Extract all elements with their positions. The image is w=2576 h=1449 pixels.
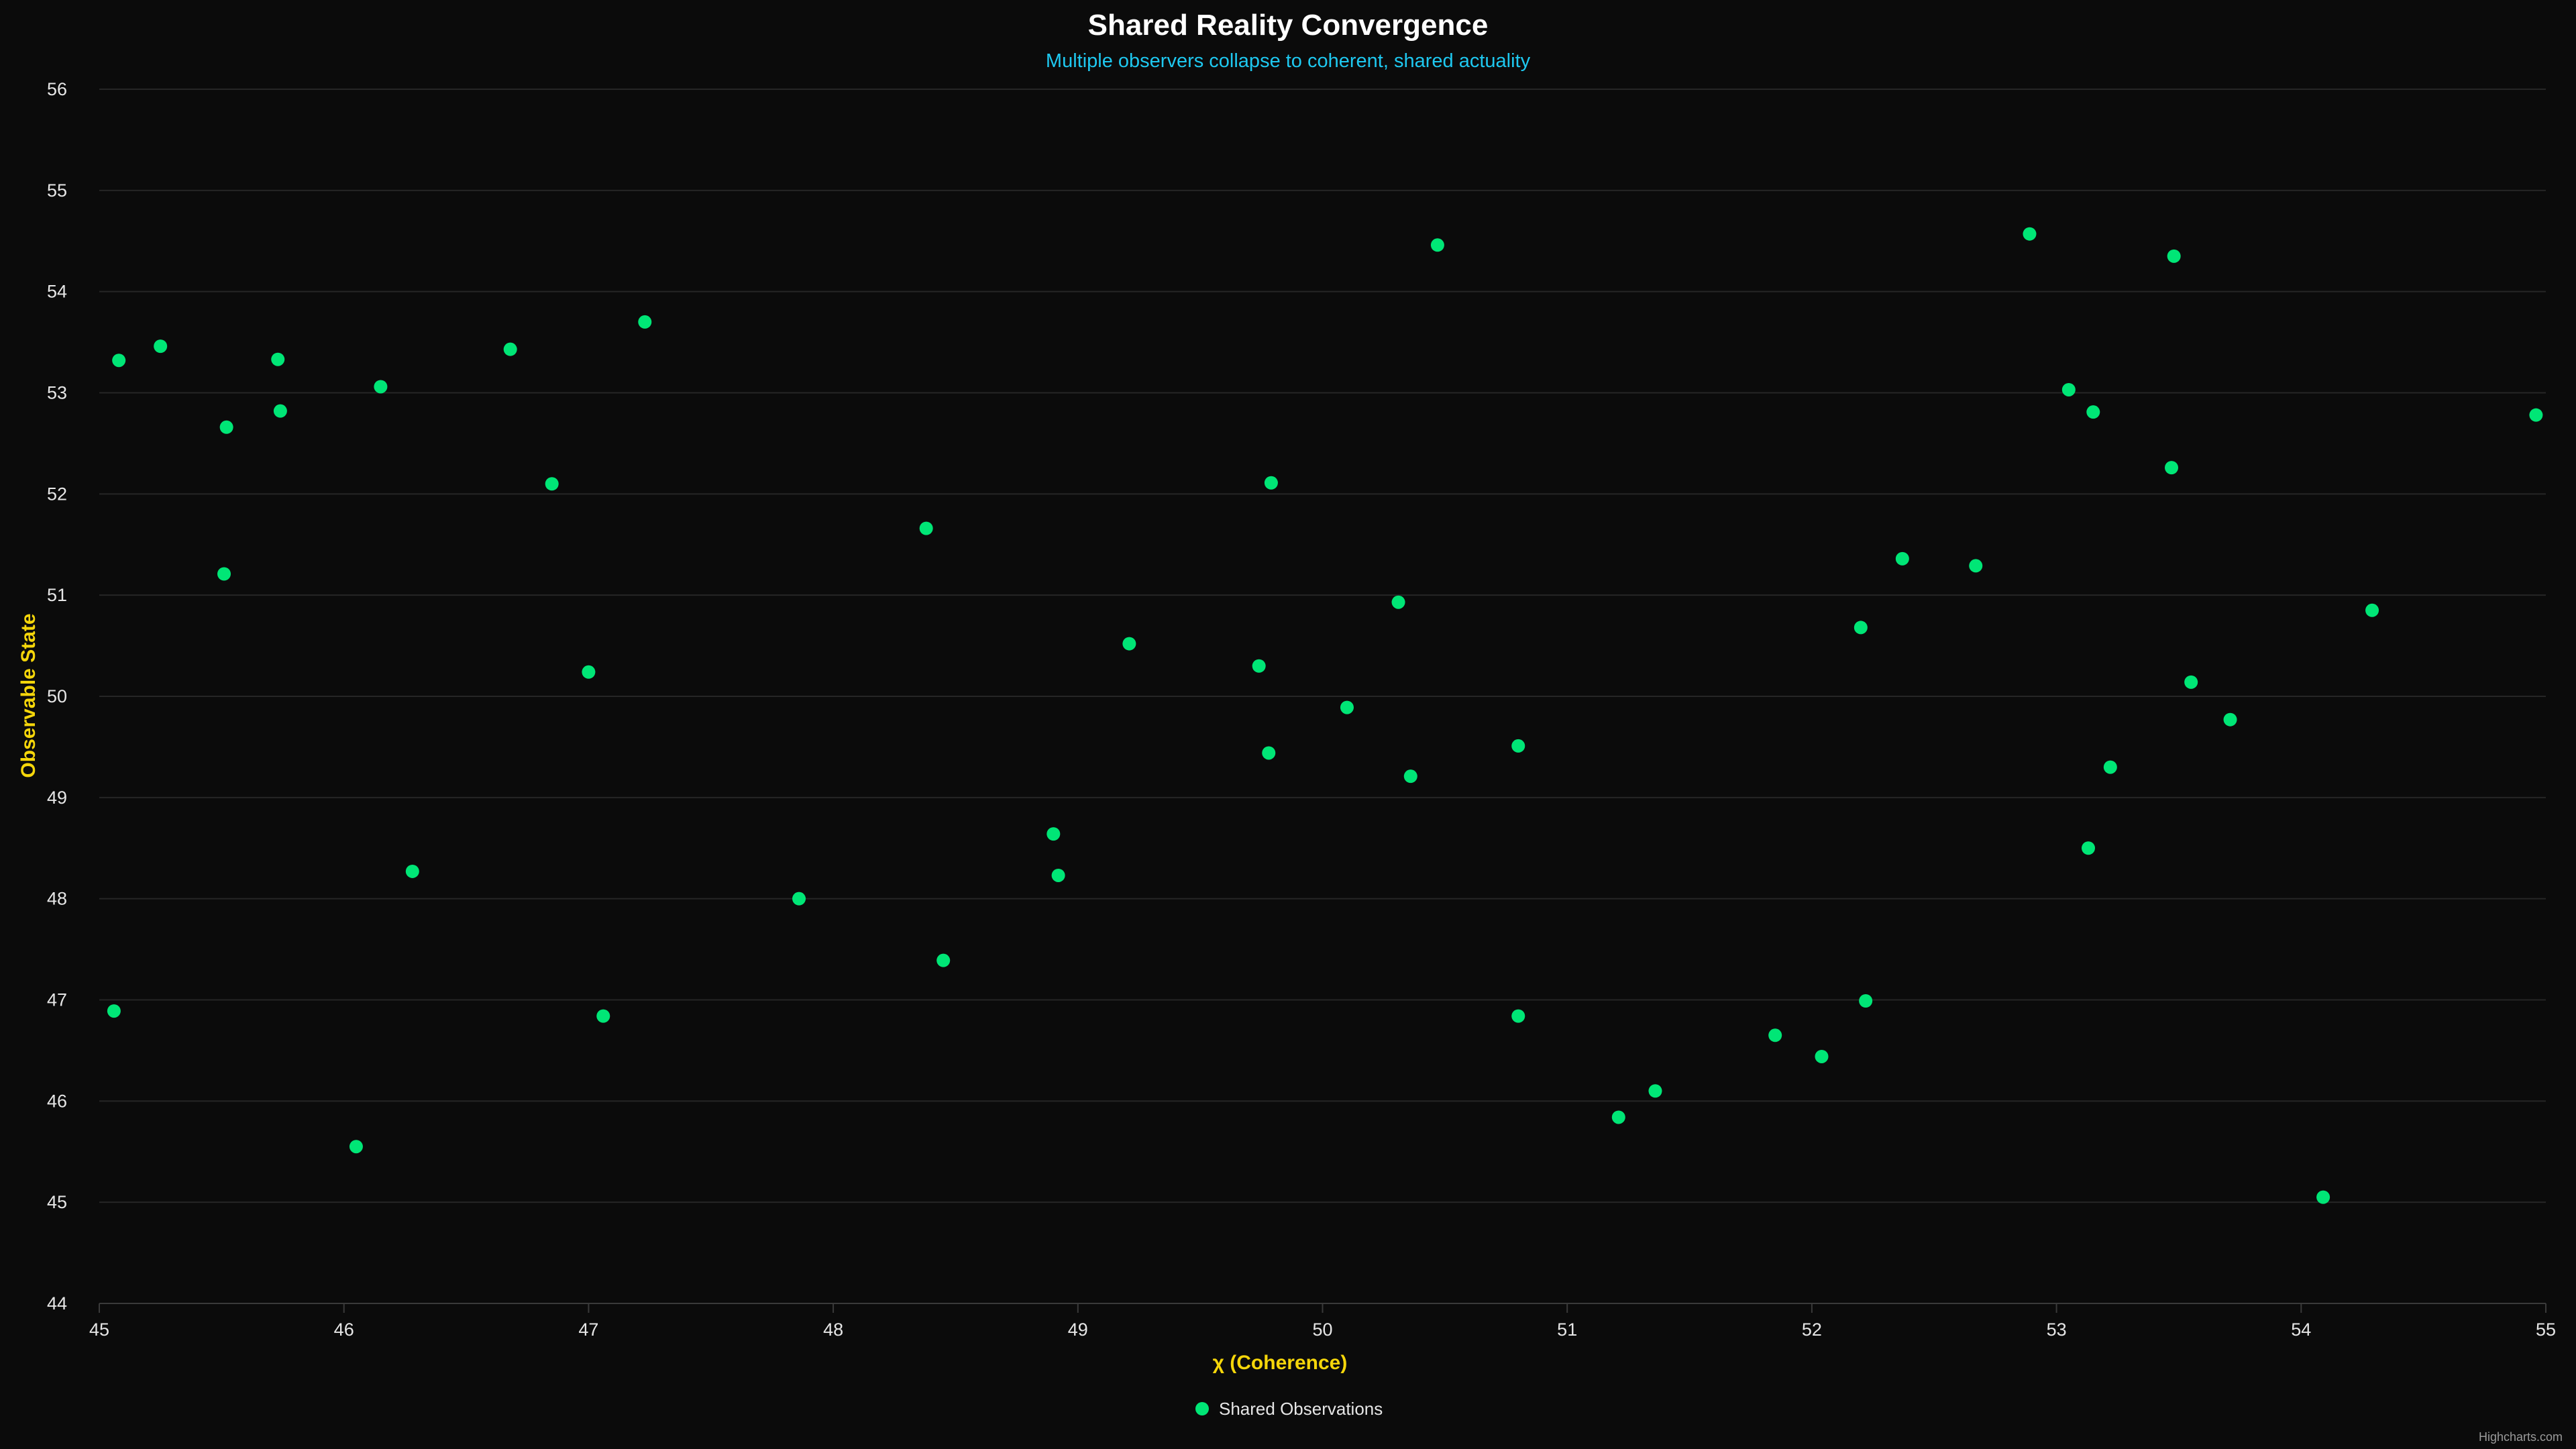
scatter-point[interactable] [2184,675,2198,689]
y-tick-label: 48 [47,889,67,909]
y-tick-label: 46 [47,1091,67,1111]
scatter-point[interactable] [792,892,806,906]
scatter-point[interactable] [582,665,596,679]
scatter-point[interactable] [1391,595,1405,609]
scatter-point[interactable] [596,1009,610,1023]
y-axis-title: Observable State [17,613,40,777]
scatter-point[interactable] [1511,739,1525,753]
scatter-point[interactable] [2023,227,2037,241]
y-tick-label: 47 [47,990,67,1010]
y-tick-label: 44 [47,1293,67,1313]
scatter-point[interactable] [112,354,126,368]
scatter-point[interactable] [1611,1110,1625,1124]
scatter-point[interactable] [154,339,168,354]
scatter-point[interactable] [1122,637,1136,651]
scatter-point[interactable] [2316,1190,2330,1204]
y-tick-label: 51 [47,585,67,605]
x-tick-label: 49 [1068,1320,1088,1340]
scatter-point[interactable] [1262,746,1276,760]
scatter-point[interactable] [1051,868,1065,882]
scatter-point[interactable] [936,953,951,967]
scatter-point[interactable] [2086,405,2100,419]
scatter-point[interactable] [219,420,233,434]
scatter-point[interactable] [503,342,517,356]
x-tick-label: 55 [2536,1320,2556,1340]
x-tick-label: 52 [1802,1320,1822,1340]
chart-credit[interactable]: Highcharts.com [2479,1430,2563,1444]
scatter-point[interactable] [638,315,652,329]
y-tick-label: 54 [47,282,67,302]
y-tick-label: 45 [47,1192,67,1212]
grid-lines [99,89,2546,1203]
scatter-point[interactable] [2165,461,2179,475]
scatter-point[interactable] [2223,712,2237,727]
x-tick-label: 46 [334,1320,354,1340]
y-tick-label: 53 [47,383,67,403]
scatter-point[interactable] [2082,841,2096,855]
x-axis-title: χ (Coherence) [1213,1352,1348,1374]
y-tick-label: 55 [47,180,67,201]
scatter-point[interactable] [349,1140,363,1154]
x-axis-ticks: 45 46 47 48 49 50 51 52 53 54 55 [89,1303,2556,1340]
scatter-point[interactable] [1859,994,1873,1008]
scatter-point[interactable] [1511,1009,1525,1023]
scatter-point[interactable] [1854,621,1868,635]
y-tick-label: 50 [47,686,67,706]
scatter-point[interactable] [107,1004,121,1018]
scatter-point[interactable] [405,864,419,878]
y-tick-label: 56 [47,79,67,99]
scatter-point[interactable] [545,477,559,491]
scatter-point[interactable] [2103,760,2117,774]
scatter-point[interactable] [1648,1084,1662,1098]
x-tick-label: 45 [89,1320,109,1340]
scatter-point[interactable] [273,404,287,418]
y-axis-ticks: 44 45 46 47 48 49 50 51 52 53 54 55 56 [47,79,67,1313]
x-tick-label: 48 [823,1320,843,1340]
scatter-point[interactable] [1264,476,1278,490]
legend-item-label[interactable]: Shared Observations [1219,1399,1383,1419]
x-tick-label: 54 [2291,1320,2311,1340]
scatter-point[interactable] [1046,827,1061,841]
scatter-point[interactable] [271,352,285,366]
scatter-point[interactable] [2061,382,2076,396]
legend[interactable]: Shared Observations [1195,1399,1383,1419]
chart-title: Shared Reality Convergence [1088,9,1489,42]
scatter-point[interactable] [217,567,231,581]
y-tick-label: 49 [47,788,67,808]
scatter-point[interactable] [1969,559,1983,573]
scatter-point[interactable] [1895,551,1909,566]
chart-subtitle: Multiple observers collapse to coherent,… [1046,50,1531,72]
scatter-point[interactable] [1815,1049,1829,1063]
x-tick-label: 53 [2047,1320,2067,1340]
y-tick-label: 52 [47,484,67,504]
scatter-point[interactable] [2365,603,2379,617]
scatter-point[interactable] [1403,769,1417,784]
scatter-point[interactable] [2167,249,2181,263]
x-tick-label: 50 [1312,1320,1332,1340]
scatter-point[interactable] [2529,408,2543,422]
scatter-point[interactable] [1768,1028,1782,1042]
scatter-point[interactable] [1252,659,1266,673]
scatter-point[interactable] [1340,700,1354,714]
scatter-point[interactable] [1430,238,1444,252]
x-tick-label: 47 [578,1320,598,1340]
legend-marker[interactable] [1195,1402,1209,1415]
scatter-point[interactable] [919,521,933,535]
x-tick-label: 51 [1557,1320,1577,1340]
scatter-point[interactable] [374,380,388,394]
scatter-series [107,227,2543,1204]
